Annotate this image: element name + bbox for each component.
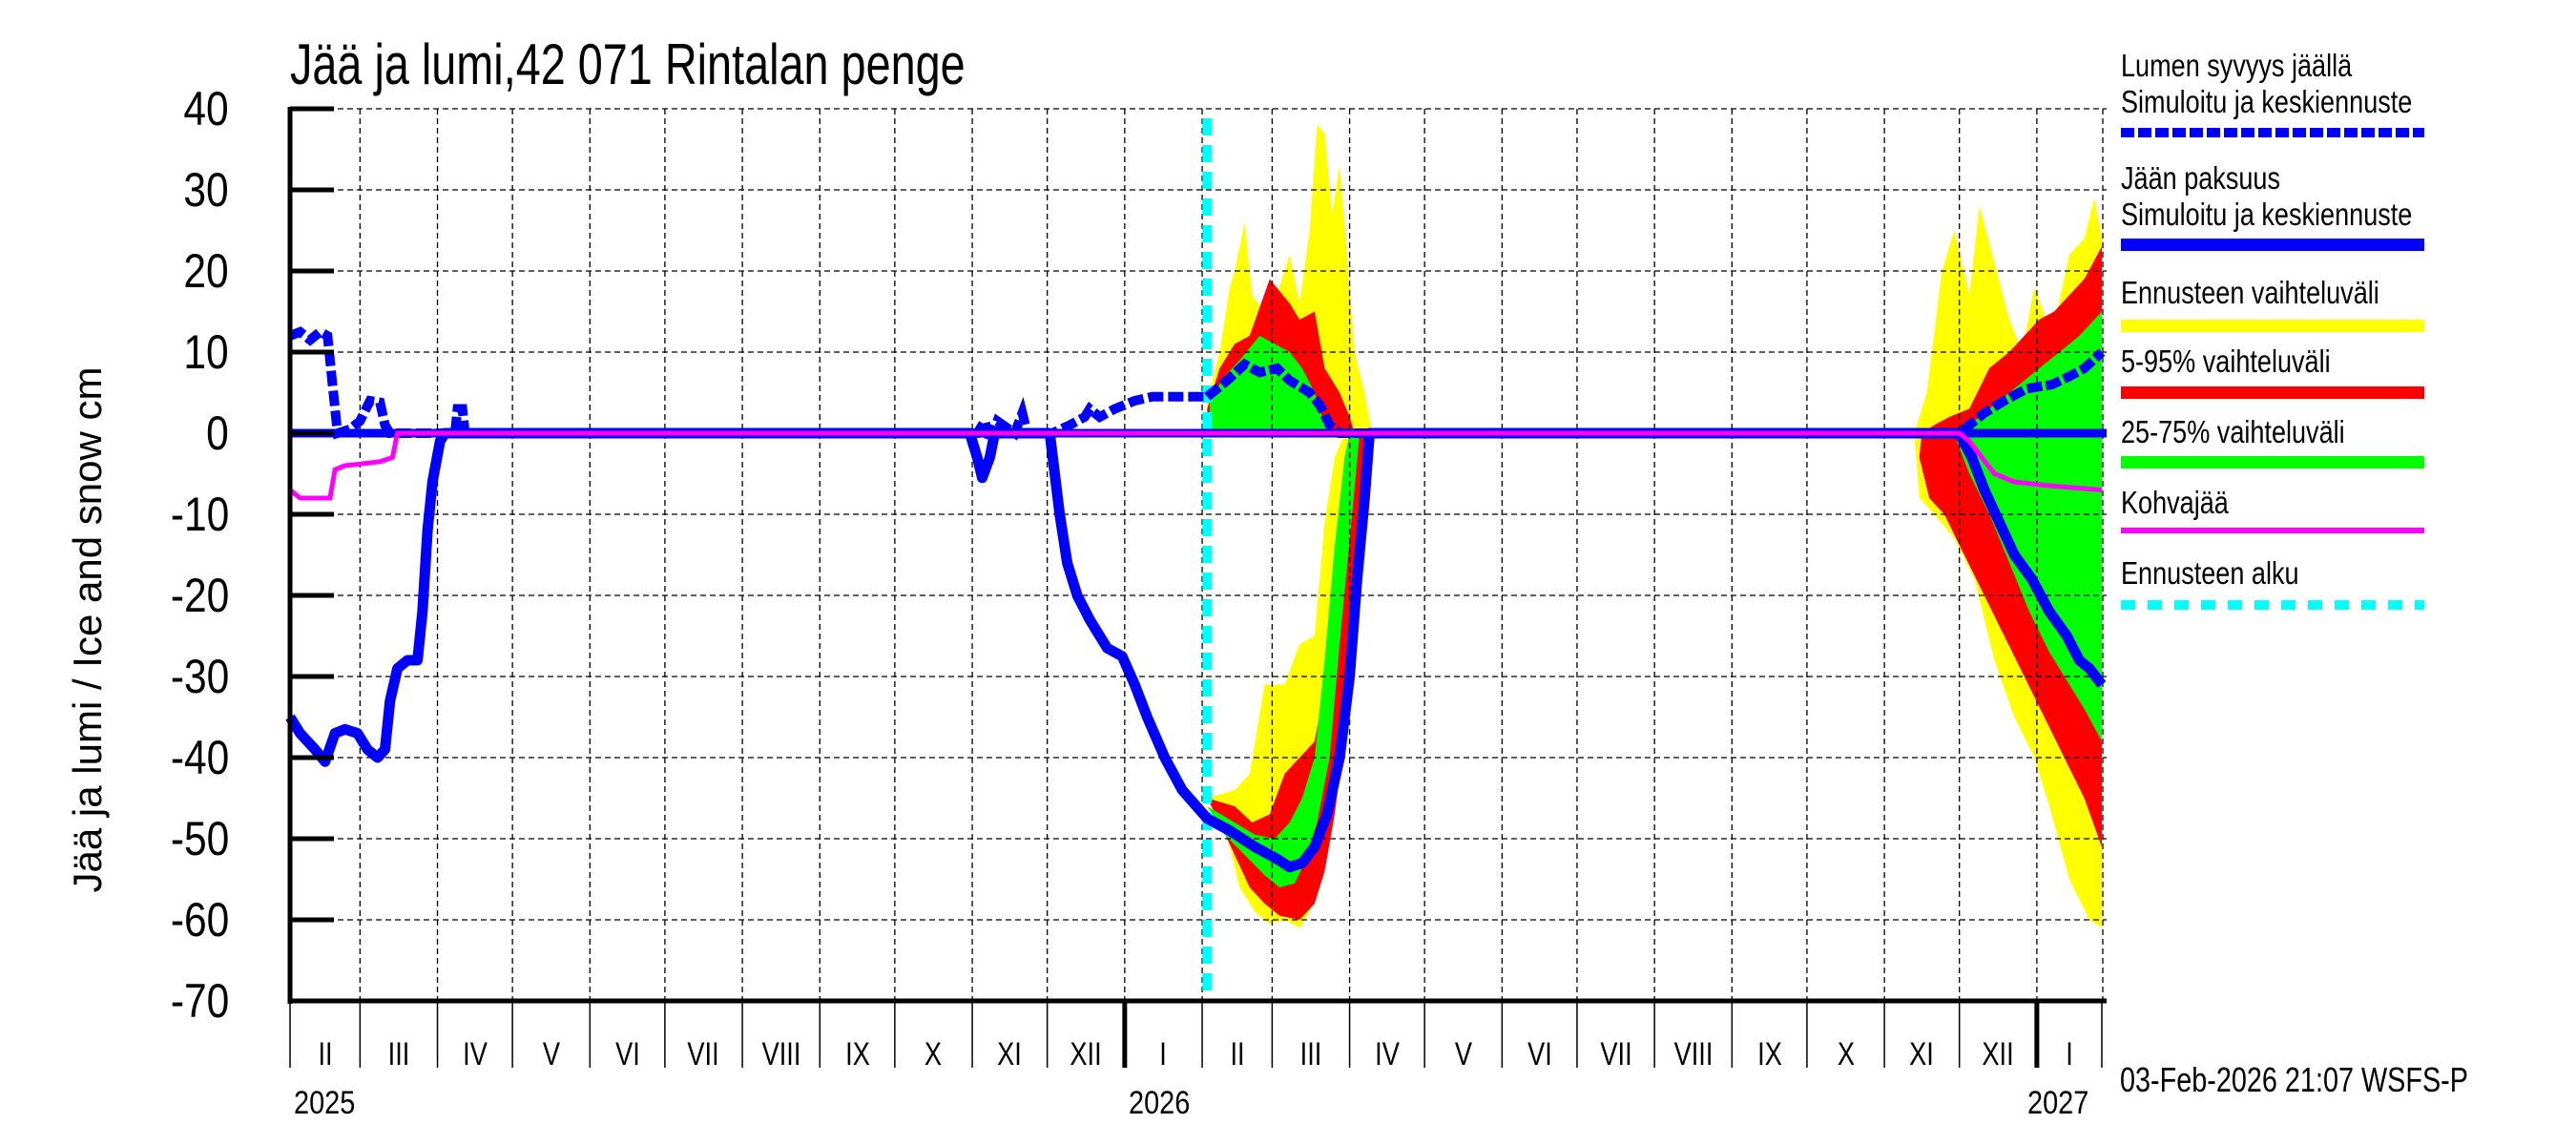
x-year-label: 2026 (1128, 1085, 1191, 1121)
axes (287, 106, 2107, 1068)
legend-swatch-solid-blue (2121, 239, 2424, 251)
x-month-label: IV (462, 1036, 488, 1072)
x-month-label: XII (1982, 1036, 2014, 1072)
legend-item-full-range: Ennusteen vaihteluväli (2121, 275, 2569, 332)
x-month-label: III (1299, 1036, 1322, 1072)
grid-lines (290, 108, 2107, 1001)
x-month-label: X (1837, 1036, 1855, 1072)
y-tick-label: 30 (183, 163, 229, 217)
band-25-75-vaihteluv-li-lower (1207, 433, 1361, 887)
x-month-label: XI (1909, 1036, 1935, 1072)
y-tick-label: -20 (170, 569, 229, 622)
x-month-label: X (924, 1036, 943, 1072)
legend-swatch-yellow (2121, 320, 2424, 332)
ice-thickness-line (285, 427, 2107, 873)
legend-swatch-green (2121, 456, 2424, 468)
legend-item-25-75-range: 25-75% vaihteluväli (2121, 414, 2569, 468)
x-month-label: IX (1756, 1036, 1782, 1072)
legend-item-5-95-range: 5-95% vaihteluväli (2121, 344, 2569, 399)
x-month-label: VII (1599, 1036, 1632, 1072)
x-month-label: XI (997, 1036, 1023, 1072)
legend-item-slush: Kohvajää (2121, 485, 2569, 533)
x-month-label: I (2066, 1036, 2073, 1072)
x-month-label: IV (1375, 1036, 1400, 1072)
legend-item-ice-thickness: Jään paksuus Simuloitu ja keskiennuste (2121, 160, 2569, 251)
x-month-label: II (318, 1036, 333, 1072)
legend-swatch-dashed-cyan (2121, 600, 2424, 610)
x-month-label: III (387, 1036, 410, 1072)
legend-swatch-magenta (2121, 528, 2424, 533)
x-month-label: IX (844, 1036, 870, 1072)
y-tick-label: -10 (170, 488, 229, 541)
y-tick-label: 10 (183, 325, 229, 379)
x-month-label: VI (614, 1036, 640, 1072)
chart-title: Jää ja lumi,42 071 Rintalan penge (290, 32, 966, 96)
snow-depth-line (288, 325, 1208, 458)
y-tick-label: -40 (170, 731, 229, 784)
x-month-label: VIII (761, 1036, 801, 1072)
x-month-label: VIII (1673, 1036, 1714, 1072)
x-month-label: V (1454, 1036, 1472, 1072)
x-year-label: 2027 (2027, 1085, 2089, 1121)
y-tick-label: -30 (170, 650, 229, 703)
y-tick-label: 20 (183, 244, 229, 298)
band-25-75-vaihteluv-li-upper (1209, 336, 1330, 433)
y-axis-label: Jää ja lumi / Ice and snow cm (65, 366, 110, 893)
legend-item-forecast-start: Ennusteen alku (2121, 555, 2569, 610)
y-tick-label: 40 (183, 82, 229, 135)
y-tick-label: 0 (206, 406, 229, 460)
legend-swatch-red (2121, 386, 2424, 399)
slush-line (288, 430, 2103, 501)
timestamp-footer: 03-Feb-2026 21:07 WSFS-P (2120, 1060, 2468, 1099)
x-month-label: XII (1070, 1036, 1102, 1072)
legend-item-snow-depth: Lumen syvyys jäällä Simuloitu ja keskien… (2121, 48, 2569, 137)
y-tick-label: -50 (170, 812, 229, 865)
legend-swatch-dashed-blue (2121, 128, 2424, 137)
x-month-label: II (1230, 1036, 1245, 1072)
x-month-label: V (542, 1036, 560, 1072)
x-month-label: VII (687, 1036, 720, 1072)
y-tick-label: -70 (170, 974, 229, 1028)
x-month-label: VI (1527, 1036, 1552, 1072)
data-series (285, 118, 2107, 1001)
x-month-label: I (1159, 1036, 1168, 1072)
y-tick-label: -60 (170, 893, 229, 947)
x-year-label: 2025 (294, 1085, 356, 1121)
